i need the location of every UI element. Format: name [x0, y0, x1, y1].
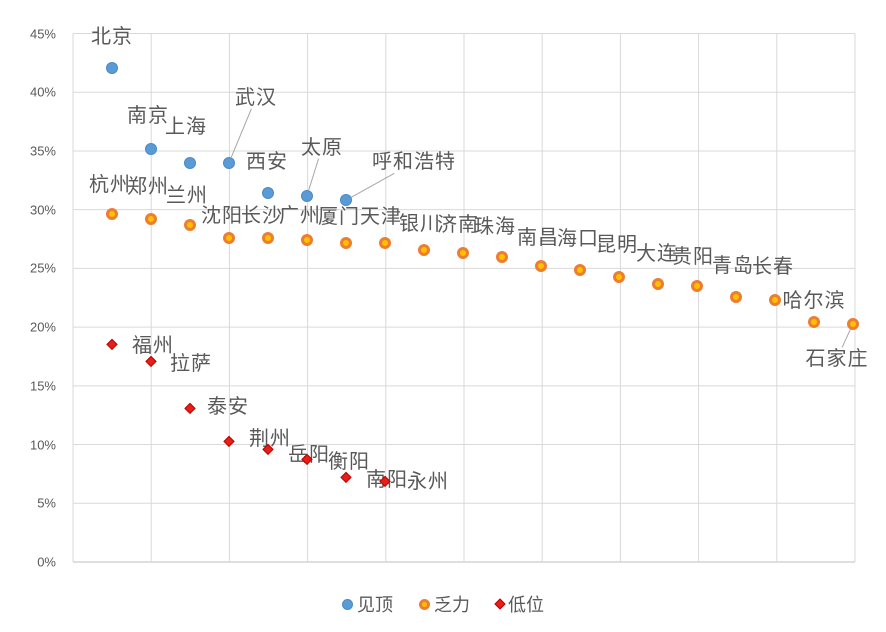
- data-point-label: 济南: [437, 214, 479, 237]
- data-point-marker: [223, 156, 235, 169]
- data-point-label: 拉萨: [170, 353, 212, 376]
- y-axis-tick-label: 10%: [29, 437, 56, 453]
- legend-label: 低位: [508, 595, 544, 615]
- data-point-marker: [106, 338, 118, 349]
- y-axis-tick-label: 25%: [29, 260, 56, 276]
- y-axis-tick-label: 30%: [29, 202, 56, 218]
- data-point-marker: [418, 243, 430, 256]
- legend-item-peaked: 见顶: [342, 591, 393, 617]
- data-point-marker: [184, 156, 196, 169]
- data-point-label: 青岛: [712, 254, 754, 277]
- legend-label: 见顶: [357, 595, 393, 615]
- data-point-label: 郑州: [127, 176, 169, 199]
- data-point-marker: [769, 294, 781, 307]
- data-point-marker: [574, 263, 586, 276]
- data-point-label: 大连: [636, 242, 678, 265]
- data-point-marker: [262, 231, 274, 244]
- data-point-label: 沈阳: [201, 204, 243, 227]
- data-point-marker: [379, 236, 391, 249]
- y-axis-tick-label: 35%: [29, 143, 56, 159]
- y-axis-tick-label: 45%: [29, 26, 56, 42]
- data-point-label: 呼和浩特: [372, 151, 456, 174]
- data-point-label: 南昌: [517, 227, 559, 250]
- data-point-label: 贵阳: [672, 246, 714, 269]
- y-axis-tick-label: 0%: [37, 554, 56, 570]
- data-point-marker: [613, 270, 625, 283]
- data-point-marker: [535, 260, 547, 273]
- red-diamond-marker-icon: [494, 598, 506, 610]
- data-point-label: 兰州: [166, 184, 208, 207]
- data-point-label: 杭州: [89, 174, 131, 197]
- data-point-label: 荆州: [249, 428, 291, 451]
- data-point-label: 太原: [301, 136, 343, 159]
- data-point-label: 珠海: [474, 215, 516, 238]
- data-point-marker: [691, 280, 703, 293]
- data-point-marker: [301, 189, 313, 202]
- data-point-label: 长春: [752, 256, 794, 279]
- data-point-label: 广州: [279, 205, 321, 228]
- data-point-marker: [145, 355, 157, 367]
- data-point-label: 银川: [399, 212, 441, 235]
- orange-circle-marker-icon: [419, 598, 430, 610]
- data-point-marker: [808, 316, 820, 329]
- data-point-marker: [145, 142, 157, 155]
- data-point-label: 厦门: [318, 205, 360, 228]
- data-point-marker: [652, 277, 664, 290]
- data-point-label: 衡阳: [328, 450, 370, 473]
- blue-circle-marker-icon: [342, 598, 353, 610]
- data-point-marker: [457, 247, 469, 260]
- data-point-marker: [145, 213, 157, 226]
- y-axis-tick-label: 40%: [29, 84, 56, 100]
- data-point-marker: [223, 435, 235, 447]
- data-point-marker: [223, 231, 235, 244]
- data-point-marker: [184, 218, 196, 231]
- legend-label: 乏力: [434, 595, 470, 615]
- data-point-label: 上海: [165, 115, 207, 138]
- data-point-label: 石家庄: [805, 347, 869, 370]
- y-axis-tick-label: 20%: [29, 319, 56, 335]
- data-point-label: 长沙: [241, 204, 283, 227]
- data-point-label: 北京: [91, 25, 133, 48]
- data-point-label: 武汉: [235, 86, 277, 109]
- data-point-label: 永州: [407, 470, 449, 493]
- data-point-label: 西安: [246, 151, 288, 174]
- data-point-marker: [301, 234, 313, 247]
- data-point-marker: [847, 317, 859, 330]
- data-point-label: 哈尔滨: [782, 290, 846, 313]
- data-point-label: 昆明: [596, 233, 638, 256]
- data-point-marker: [340, 236, 352, 249]
- data-point-marker: [106, 61, 118, 74]
- data-point-marker: [340, 472, 352, 483]
- legend-item-weak: 乏力: [419, 591, 470, 617]
- y-axis-tick-label: 5%: [37, 495, 56, 511]
- data-point-label: 海口: [557, 227, 599, 250]
- legend-item-low: 低位: [494, 591, 544, 617]
- data-point-marker: [184, 402, 196, 414]
- data-point-marker: [262, 187, 274, 200]
- legend: 见顶 乏力 低位: [0, 591, 886, 617]
- y-axis-tick-label: 15%: [29, 378, 56, 394]
- data-point-marker: [340, 194, 352, 207]
- data-point-label: 福州: [132, 334, 174, 357]
- data-point-marker: [106, 208, 118, 221]
- data-point-label: 南京: [127, 104, 169, 127]
- data-point-marker: [496, 250, 508, 263]
- data-point-label: 天津: [360, 205, 402, 228]
- data-point-label: 泰安: [207, 396, 249, 419]
- data-point-marker: [730, 290, 742, 303]
